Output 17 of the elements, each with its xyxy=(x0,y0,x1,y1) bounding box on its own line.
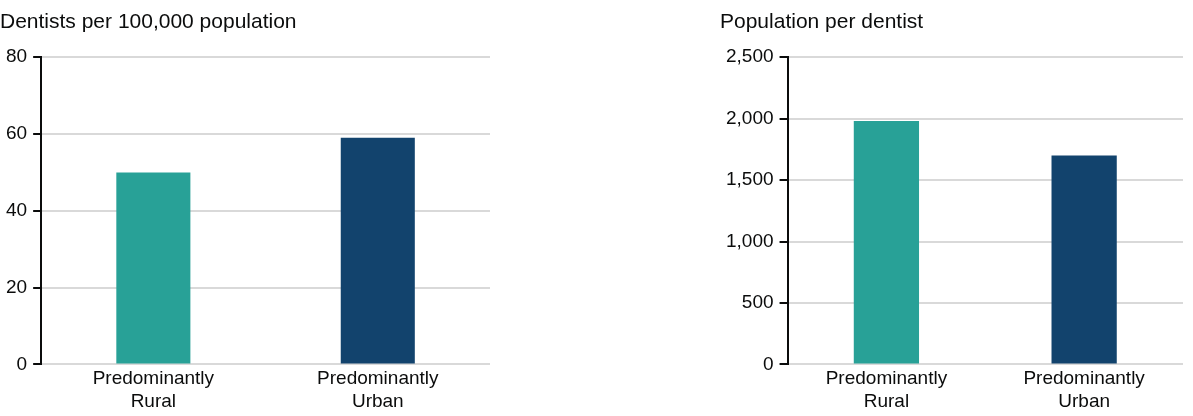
y-tick-label: 20 xyxy=(5,275,28,297)
y-tick-label: 1,500 xyxy=(726,168,774,190)
y-tick-label: 500 xyxy=(741,291,774,313)
chart-title: Dentists per 100,000 population xyxy=(0,9,297,33)
y-tick-label: 2,500 xyxy=(726,45,774,67)
y-tick-label: 1,000 xyxy=(726,229,774,251)
x-tick-label: Predominantly Urban xyxy=(1023,367,1146,411)
x-tick-label: Predominantly Rural xyxy=(825,367,948,411)
x-tick-label: Predominantly Rural xyxy=(92,367,215,411)
y-tick-label: 80 xyxy=(5,45,28,67)
y-tick-label: 0 xyxy=(16,352,28,374)
y-tick-label: 60 xyxy=(5,122,28,144)
y-tick-label: 2,000 xyxy=(726,106,774,128)
y-tick-label: 0 xyxy=(762,352,774,374)
y-tick-label: 40 xyxy=(5,199,28,221)
chart-title: Population per dentist xyxy=(720,9,924,33)
x-tick-label: Predominantly Urban xyxy=(317,367,440,411)
